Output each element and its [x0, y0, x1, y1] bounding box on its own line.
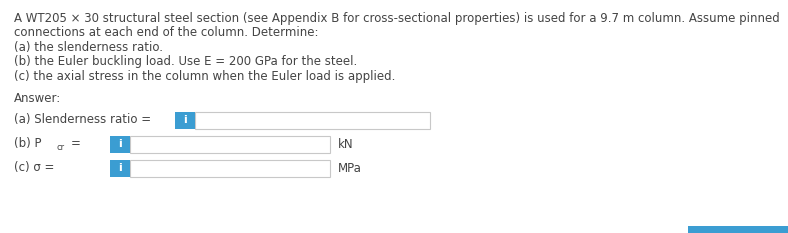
Bar — [110, 160, 130, 177]
Bar — [175, 112, 195, 129]
Text: kN: kN — [338, 137, 354, 151]
Text: A WT205 × 30 structural steel section (see Appendix B for cross-sectional proper: A WT205 × 30 structural steel section (s… — [14, 12, 780, 25]
Bar — [130, 160, 330, 177]
Text: (c) σ =: (c) σ = — [14, 161, 54, 175]
Bar — [130, 136, 330, 153]
Text: cr: cr — [57, 144, 65, 153]
Text: connections at each end of the column. Determine:: connections at each end of the column. D… — [14, 27, 318, 40]
Text: (a) Slenderness ratio =: (a) Slenderness ratio = — [14, 113, 151, 127]
Bar — [195, 112, 430, 129]
Text: (c) the axial stress in the column when the Euler load is applied.: (c) the axial stress in the column when … — [14, 70, 396, 83]
Text: (b) P: (b) P — [14, 137, 42, 151]
Text: i: i — [183, 115, 187, 125]
Text: Answer:: Answer: — [14, 92, 61, 105]
Text: (a) the slenderness ratio.: (a) the slenderness ratio. — [14, 41, 163, 54]
Bar — [110, 136, 130, 153]
Text: i: i — [118, 163, 122, 173]
Text: i: i — [118, 139, 122, 149]
Bar — [688, 226, 788, 233]
Text: (b) the Euler buckling load. Use E = 200 GPa for the steel.: (b) the Euler buckling load. Use E = 200… — [14, 55, 357, 69]
Text: =: = — [71, 137, 81, 151]
Text: MPa: MPa — [338, 161, 362, 175]
